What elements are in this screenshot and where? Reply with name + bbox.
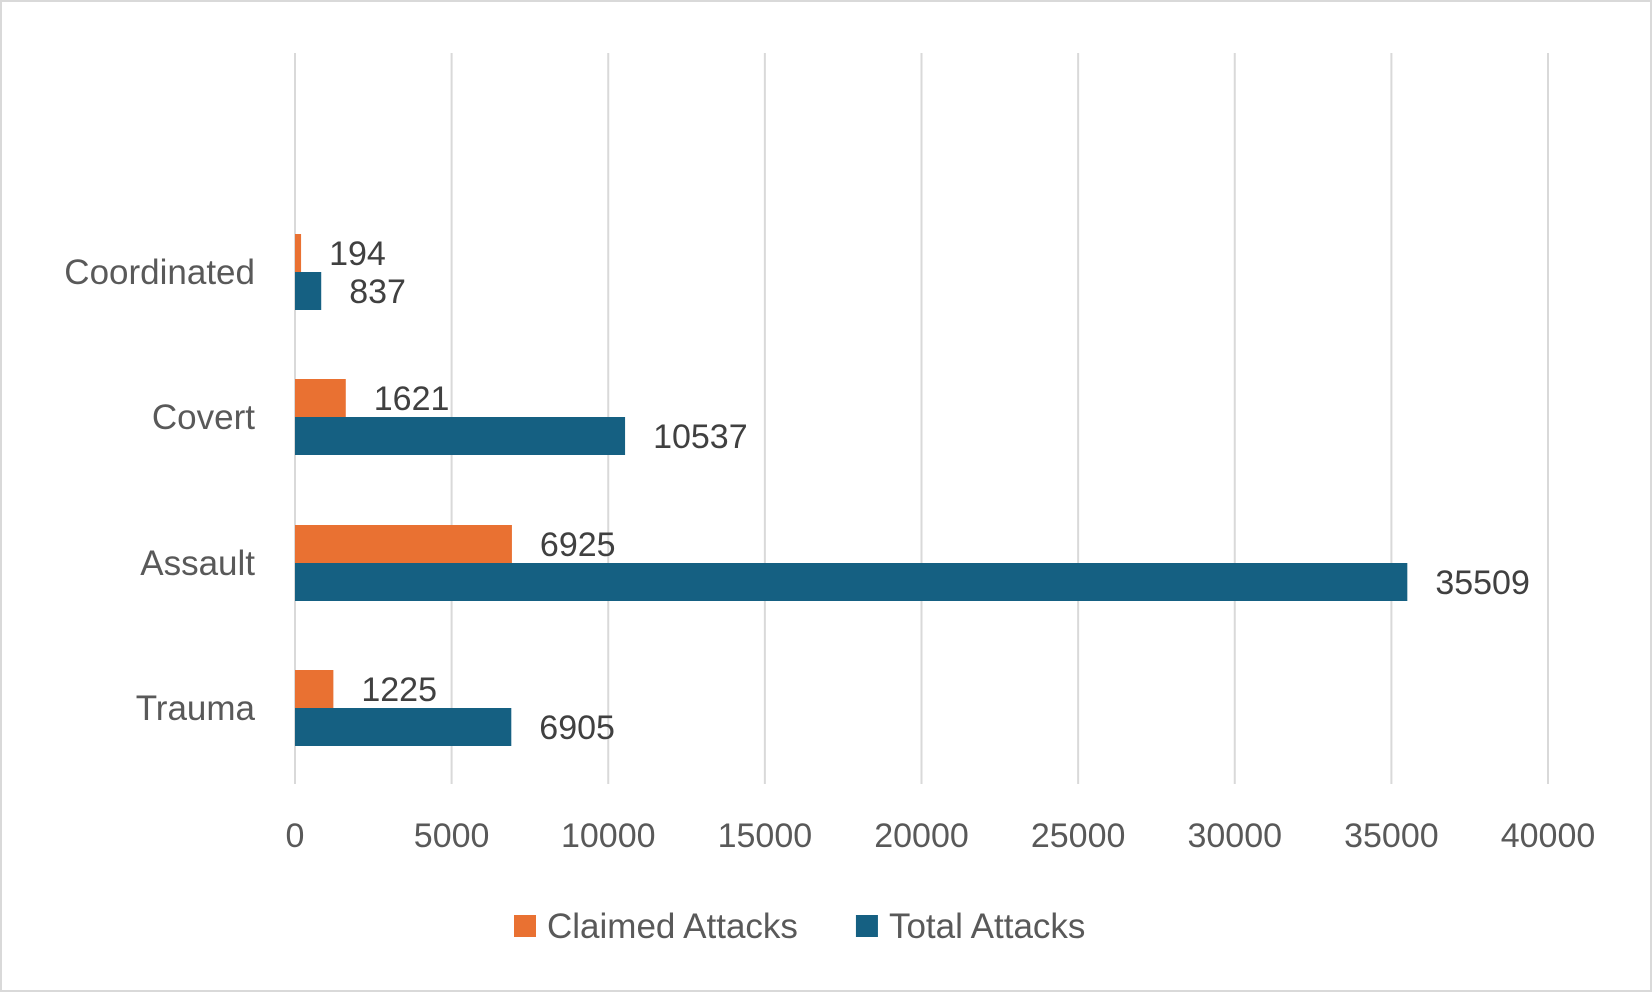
- category-label: Assault: [140, 544, 255, 583]
- legend-swatch: [855, 915, 878, 937]
- category-label: Covert: [152, 398, 255, 437]
- data-label: 6905: [539, 709, 615, 747]
- x-tick-label: 20000: [874, 817, 969, 855]
- x-tick-label: 0: [286, 817, 305, 855]
- data-label: 1621: [374, 380, 450, 418]
- legend-swatch: [514, 915, 536, 937]
- x-tick-label: 10000: [561, 817, 656, 855]
- x-tick-label: 30000: [1187, 817, 1282, 855]
- data-label: 35509: [1435, 564, 1530, 602]
- legend-label: Total Attacks: [889, 907, 1085, 946]
- bar-claimed-attacks: [295, 234, 302, 272]
- x-tick-label: 35000: [1344, 817, 1439, 855]
- legend-label: Claimed Attacks: [547, 907, 798, 946]
- bar-total-attacks: [295, 272, 322, 310]
- category-label: Coordinated: [64, 253, 255, 292]
- category-label: Trauma: [136, 689, 256, 728]
- bar-claimed-attacks: [295, 670, 334, 708]
- data-label: 10537: [653, 418, 748, 456]
- bar-total-attacks: [295, 563, 1408, 601]
- bar-total-attacks: [295, 708, 512, 746]
- bar-claimed-attacks: [295, 379, 346, 417]
- x-tick-label: 5000: [414, 817, 490, 855]
- data-label: 837: [349, 273, 406, 311]
- x-tick-label: 15000: [718, 817, 813, 855]
- bar-total-attacks: [295, 417, 626, 455]
- bar-claimed-attacks: [295, 525, 512, 563]
- x-tick-label: 25000: [1031, 817, 1126, 855]
- x-tick-label: 40000: [1501, 817, 1596, 855]
- data-label: 1225: [361, 671, 437, 709]
- data-label: 6925: [540, 526, 616, 564]
- data-label: 194: [329, 235, 386, 273]
